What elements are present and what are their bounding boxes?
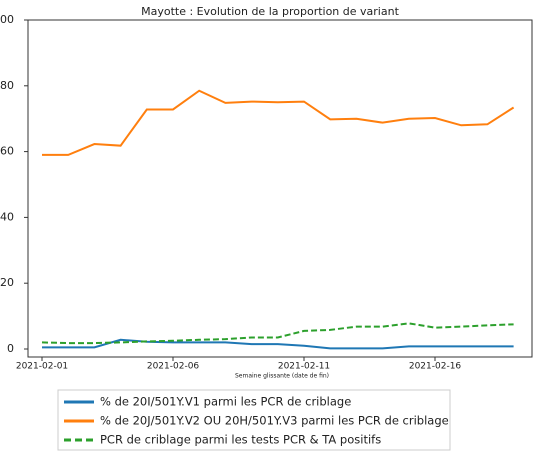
legend	[57, 389, 451, 451]
y-tick-label: 100	[0, 13, 14, 26]
legend-label: % de 20J/501Y.V2 OU 20H/501Y.V3 parmi le…	[100, 414, 449, 428]
x-tick-label: 2021-02-16	[409, 362, 462, 372]
x-axis-label: Semaine glissante (date de fin)	[235, 373, 329, 380]
y-tick-label: 40	[0, 210, 14, 223]
x-tick-label: 2021-02-06	[147, 362, 200, 372]
legend-label: % de 20I/501Y.V1 parmi les PCR de cribla…	[100, 395, 351, 409]
series-line	[41, 322, 514, 345]
y-tick-label: 60	[0, 145, 14, 158]
series-line	[42, 89, 515, 156]
y-tick-label: 20	[0, 276, 14, 289]
series-line	[42, 338, 514, 350]
plot-frame	[27, 19, 533, 358]
y-tick-label: 80	[0, 79, 14, 92]
y-tick-label: 0	[7, 342, 14, 355]
legend-label: PCR de criblage parmi les tests PCR & TA…	[100, 433, 381, 447]
x-tick-label: 2021-02-11	[278, 362, 330, 372]
chart-title: Mayotte : Evolution de la proportion de …	[141, 5, 399, 18]
x-tick-label: 2021-02-01	[16, 362, 68, 372]
